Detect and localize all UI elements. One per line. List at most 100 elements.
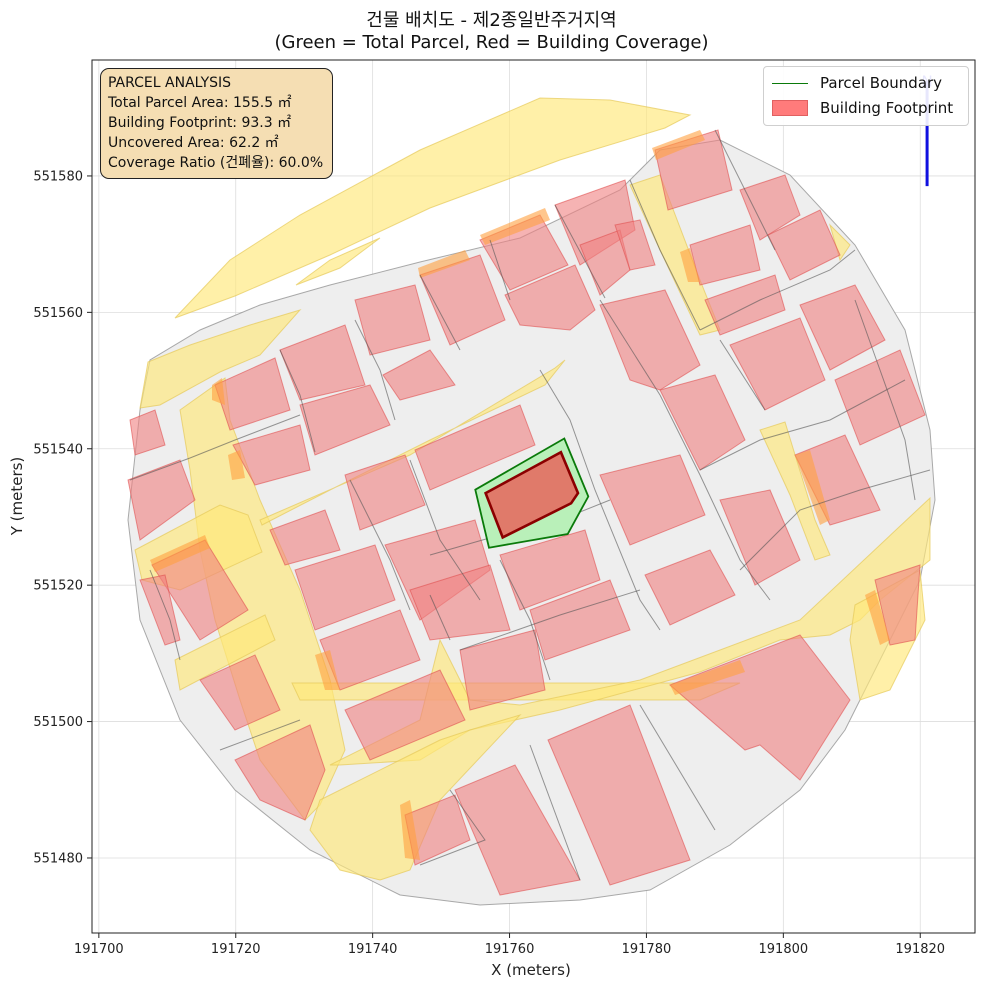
context-building [299,384,391,456]
x-tick-label: 191700 [74,942,124,957]
x-tick-label: 191780 [622,942,672,957]
context-building [799,284,886,371]
context-building [599,289,701,391]
x-tick-label: 191740 [348,942,398,957]
context-building [414,404,536,491]
context-building [344,454,426,531]
parcel-line [529,744,581,881]
parcel-line [719,339,766,411]
context-building [294,544,396,631]
context-building [834,349,926,446]
parcel-line [699,249,856,331]
context-building [739,174,801,241]
legend: Parcel Boundary Building Footprint [763,66,969,126]
parcel-line [539,369,661,631]
y-axis: 551480 551500 551520 551540 551560 551580 [33,169,92,866]
context-building [704,274,786,336]
parcel-line [129,414,301,481]
context-building [729,317,826,411]
legend-building-swatch [772,100,808,116]
parcel-line [629,179,701,331]
y-tick-label: 551520 [33,579,83,594]
chart-title: 건물 배치도 - 제2종일반주거지역 [366,10,617,31]
axes-border [91,59,976,934]
parcel-line [419,789,486,866]
context-building [767,209,841,281]
parcel-line [149,569,181,661]
x-tick-label: 191760 [485,942,535,957]
road [759,421,831,561]
overlap-patch [670,660,745,695]
parcel-line [499,559,551,681]
context-building [547,704,691,886]
overlap-patch [680,248,700,282]
parcel-line [854,299,916,501]
info-uncovered: Uncovered Area: 62.2 ㎡ [108,135,279,151]
parcel-line [419,274,461,351]
parcel-line [354,319,396,421]
y-axis-label: Y (meters) [8,457,26,537]
context-building [139,574,181,646]
context-building [354,284,431,356]
context-building [644,549,736,626]
parcel-analysis-box: PARCEL ANALYSIS Total Parcel Area: 155.5… [100,68,334,179]
legend-item-parcel: Parcel Boundary [772,72,942,94]
parcel-line [489,239,511,301]
parcel-line [659,394,771,601]
overlap-patch [480,208,550,245]
y-tick-label: 551480 [33,851,83,866]
info-total-parcel: Total Parcel Area: 155.5 ㎡ [108,95,292,111]
road [295,237,381,286]
parcel-line [349,479,411,611]
chart-subtitle: (Green = Total Parcel, Red = Building Co… [274,32,709,53]
y-tick-label: 551540 [33,442,83,457]
parcel-line [459,589,641,651]
parcel-line [409,459,481,601]
overlap-patch [418,250,470,278]
road [139,309,302,409]
context-building [874,564,921,646]
parcel-line [699,379,906,471]
parcel-line [739,469,931,571]
overlap-patch [212,378,225,405]
parcel-line [639,704,716,831]
context-building [529,579,631,661]
road [828,223,851,262]
context-building [459,629,546,711]
info-coverage: Coverage Ratio (건폐율): 60.0% [108,155,324,171]
building-layer [127,129,926,896]
parcel-line [714,129,776,251]
x-axis-label: X (meters) [491,961,571,979]
x-tick-label: 191720 [211,942,261,957]
parcel-lines [129,129,931,881]
context-building [719,489,801,586]
legend-parcel-swatch [772,82,808,84]
overlap-layer [150,130,890,860]
legend-parcel-label: Parcel Boundary [820,74,943,92]
legend-item-building: Building Footprint [772,97,953,119]
context-building [214,357,291,431]
overlap-patch [400,800,420,860]
context-building [659,374,746,471]
parcel-line [599,299,661,396]
y-tick-label: 551500 [33,715,83,730]
overlap-patch [795,450,830,525]
parcel-line [429,594,451,641]
context-building [344,669,466,761]
parcel-line [554,204,606,299]
road [174,614,276,691]
info-footprint: Building Footprint: 93.3 ㎡ [108,115,292,131]
road [259,359,566,526]
context-building [234,724,326,821]
legend-building-label: Building Footprint [820,99,954,117]
parcel-line [279,349,316,453]
context-building [232,424,311,486]
context-building [279,324,366,401]
parcel-line [219,719,301,751]
context-building [199,654,281,731]
context-building [129,409,166,456]
context-building [504,264,596,331]
overlap-patch [652,130,705,160]
overlap-patch [228,450,245,480]
context-building [499,529,601,611]
